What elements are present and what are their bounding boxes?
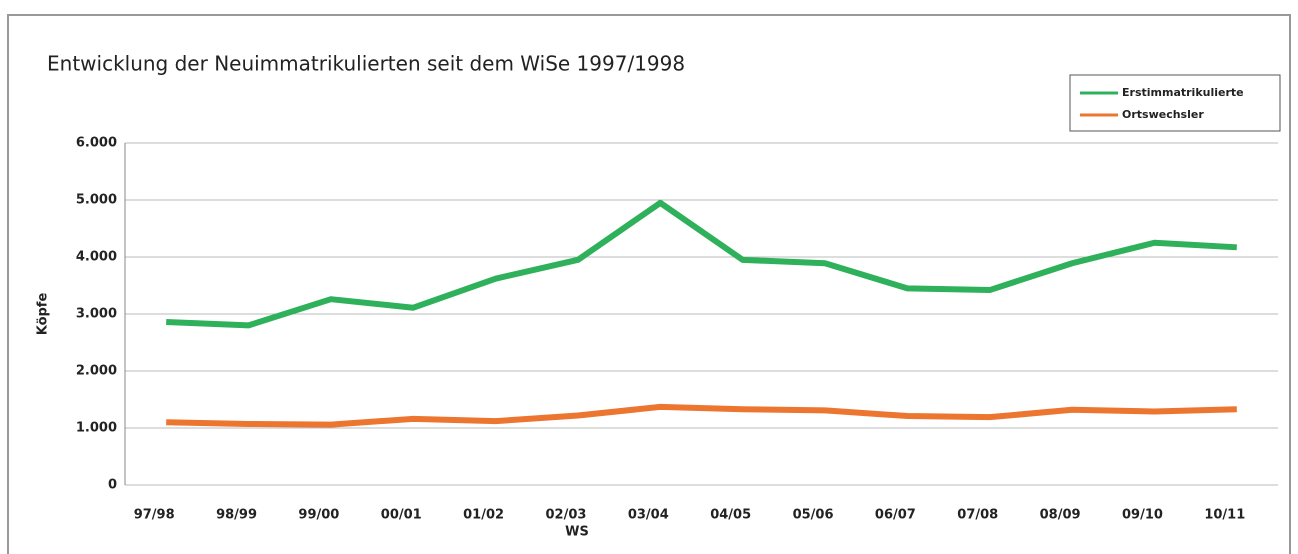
x-tick-label: 09/10 <box>1122 508 1163 523</box>
x-tick-label: 98/99 <box>216 508 257 523</box>
x-tick-label: 04/05 <box>710 508 751 523</box>
x-tick-label: 01/02 <box>463 508 504 523</box>
x-tick-label: 05/06 <box>793 508 834 523</box>
x-tick-label: 03/04 <box>628 508 669 523</box>
line <box>166 199 1237 329</box>
x-tick-label: 99/00 <box>298 508 339 523</box>
legend-label: Ortswechsler <box>1122 108 1204 121</box>
chart-title: Entwicklung der Neuimmatrikulierten seit… <box>47 52 685 76</box>
legend-label: Erstimmatrikulierte <box>1122 86 1244 99</box>
frame <box>7 14 1291 554</box>
x-tick-label: 06/07 <box>875 508 916 523</box>
x-axis-label: WS <box>565 525 589 540</box>
y-axis-label: Köpfe <box>36 293 51 336</box>
y-tick-label: 4.000 <box>76 250 117 265</box>
y-tick-label: 2.000 <box>76 364 117 379</box>
y-tick-label: 0 <box>108 478 117 493</box>
x-tick-label: 08/09 <box>1040 508 1081 523</box>
x-tick-label: 02/03 <box>545 508 586 523</box>
x-tick-label: 07/08 <box>957 508 998 523</box>
line <box>166 403 1237 428</box>
x-tick-label: 97/98 <box>134 508 175 523</box>
y-tick-label: 6.000 <box>76 136 117 151</box>
x-tick-label: 00/01 <box>381 508 422 523</box>
legend <box>1069 74 1281 132</box>
x-tick-label: 10/11 <box>1204 508 1245 523</box>
y-tick-label: 5.000 <box>76 193 117 208</box>
y-tick-label: 1.000 <box>76 421 117 436</box>
y-tick-label: 3.000 <box>76 307 117 322</box>
